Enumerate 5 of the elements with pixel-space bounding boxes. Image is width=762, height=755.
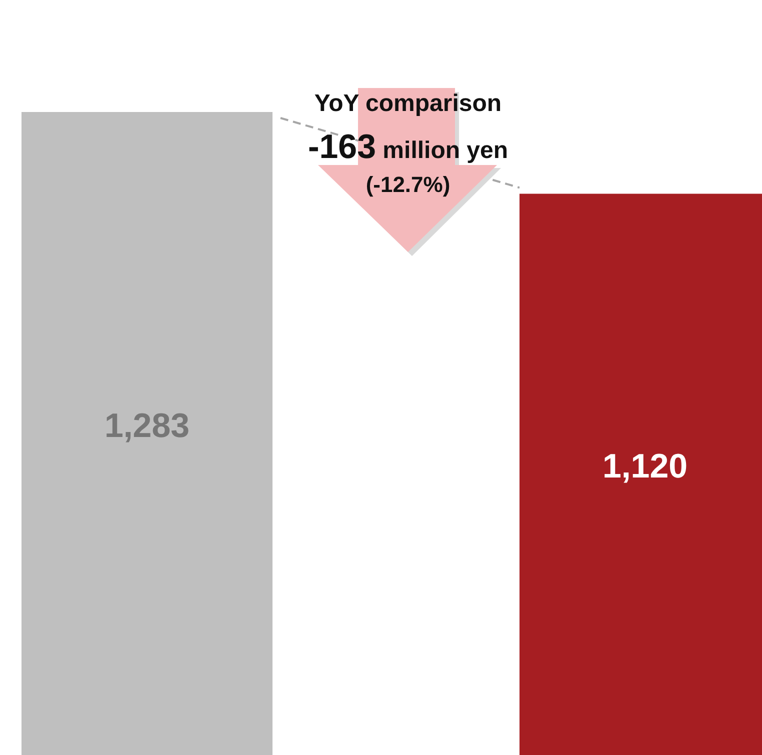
annotation: YoY comparison xyxy=(313,90,503,118)
data-label: 1,120 xyxy=(602,448,688,486)
annotation: (-12.7%) xyxy=(364,172,452,198)
data-label: 1,283 xyxy=(104,406,190,445)
annotation: -163 million yen xyxy=(306,128,510,167)
